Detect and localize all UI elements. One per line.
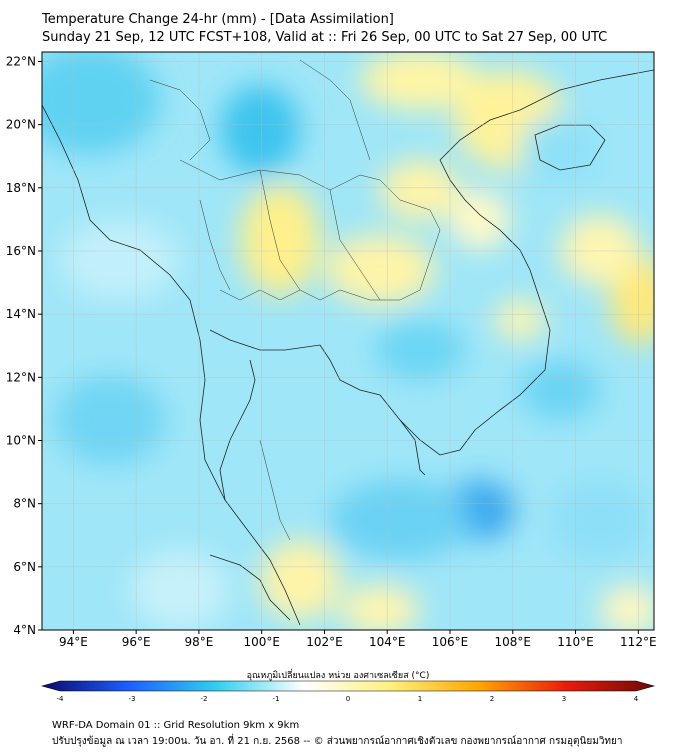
colorbar-tick-label: 2 xyxy=(490,695,494,703)
lon-tick-label: 104°E xyxy=(369,635,406,649)
lon-tick-label: 112°E xyxy=(620,635,657,649)
lat-tick-label: 10°N xyxy=(6,433,36,447)
temperature-field xyxy=(42,52,654,630)
latitude-ticks: 4°N 6°N 8°N 10°N 12°N 14°N 16°N 18°N 20°N 22°N xyxy=(6,54,42,637)
map-frame xyxy=(41,51,655,631)
lon-tick-label: 94°E xyxy=(59,635,88,649)
colorbar-tick-label: -1 xyxy=(273,695,280,703)
colorbar-label: อุณหภูมิเปลี่ยนแปลง หน่วย องศาเซลเซียส (… xyxy=(246,671,430,681)
lat-tick-label: 16°N xyxy=(6,244,36,258)
coastlines xyxy=(42,69,654,626)
colorbar-tick-label: 3 xyxy=(562,695,566,703)
lon-tick-label: 98°E xyxy=(184,635,213,649)
lat-tick-label: 8°N xyxy=(13,497,36,511)
lat-tick-label: 22°N xyxy=(6,54,36,68)
lon-tick-label: 110°E xyxy=(557,635,594,649)
lat-tick-label: 4°N xyxy=(13,623,36,637)
admin-borders xyxy=(149,59,441,541)
colorbar-tick-label: -2 xyxy=(201,695,208,703)
lat-tick-label: 20°N xyxy=(6,118,36,132)
footer-credit: ปรับปรุงข้อมูล ณ เวลา 19:00น. วัน อา. ที… xyxy=(52,736,623,747)
colorbar-ticks: -4 -3 -2 -1 0 1 2 3 4 xyxy=(57,695,639,703)
colorbar-tick-label: 4 xyxy=(634,695,639,703)
lon-tick-label: 96°E xyxy=(122,635,151,649)
map-title: Temperature Change 24-hr (mm) - [Data As… xyxy=(42,12,394,27)
colorbar: -4 -3 -2 -1 0 1 2 3 4 xyxy=(40,680,656,703)
map-subtitle: Sunday 21 Sep, 12 UTC FCST+108, Valid at… xyxy=(42,30,608,45)
colorbar-tick-label: -4 xyxy=(57,695,65,703)
lon-tick-label: 106°E xyxy=(432,635,469,649)
lon-tick-label: 102°E xyxy=(306,635,343,649)
colorbar-tick-label: 0 xyxy=(346,695,350,703)
lat-tick-label: 6°N xyxy=(13,560,36,574)
lon-tick-label: 108°E xyxy=(495,635,532,649)
lon-tick-label: 100°E xyxy=(243,635,280,649)
lat-tick-label: 18°N xyxy=(6,181,36,195)
colorbar-tick-label: -3 xyxy=(129,695,136,703)
footer-model-info: WRF-DA Domain 01 :: Grid Resolution 9km … xyxy=(52,720,300,731)
lat-tick-label: 12°N xyxy=(6,370,36,384)
lat-tick-label: 14°N xyxy=(6,307,36,321)
longitude-ticks: 94°E 96°E 98°E 100°E 102°E 104°E 106°E 108°E 110… xyxy=(59,630,657,649)
colorbar-bar xyxy=(40,680,656,692)
colorbar-tick-label: 1 xyxy=(418,695,422,703)
